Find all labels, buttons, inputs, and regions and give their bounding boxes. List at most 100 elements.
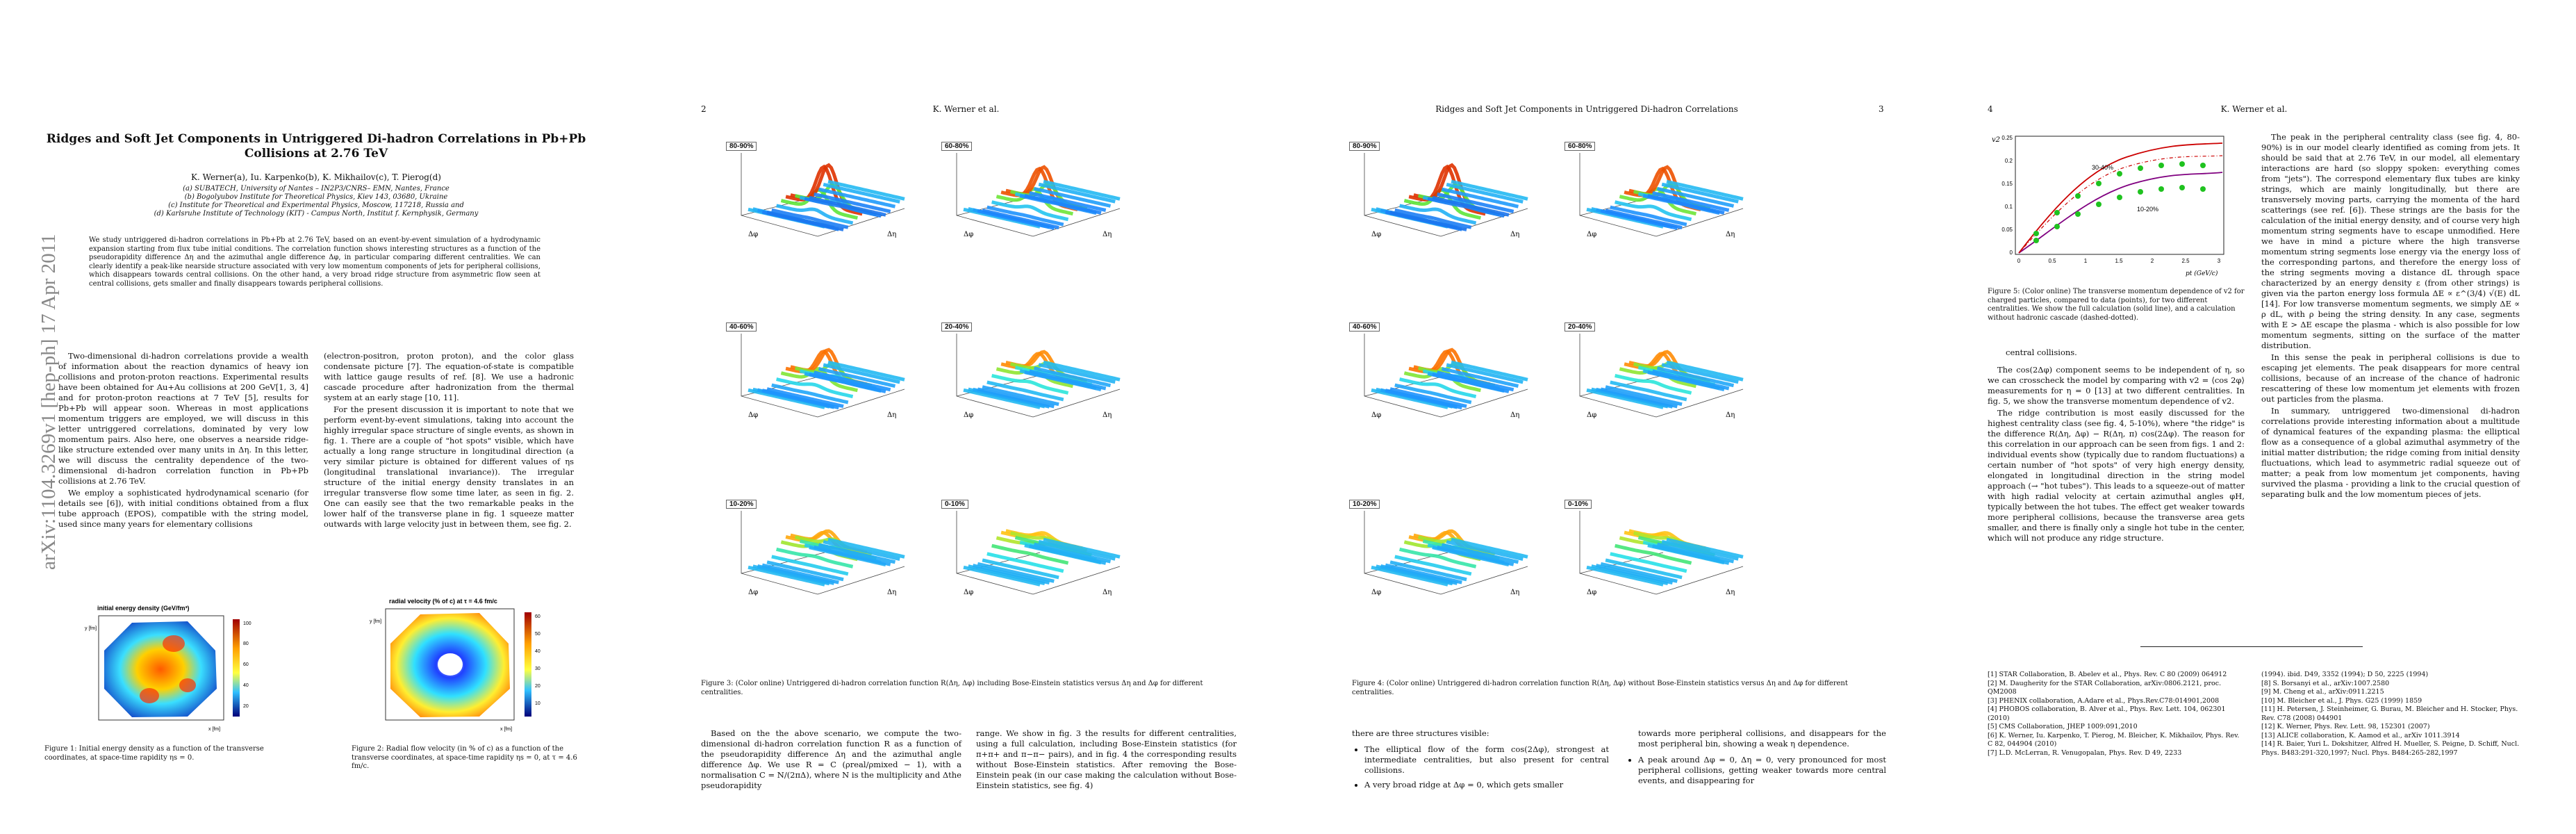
surface-strip	[1033, 186, 1112, 208]
surface-strip	[776, 377, 854, 399]
fig4-caption: Figure 4: (Color online) Untriggered di-…	[1352, 680, 1848, 696]
surface-strip	[766, 560, 844, 582]
p4-para-2: The cos(2Δφ) component seems to be indep…	[1988, 365, 2245, 406]
surface-strip	[982, 208, 1059, 230]
p3-bullet: A very broad ridge at Δφ = 0, which gets…	[1364, 780, 1609, 790]
fig5-ytick: 0.25	[2001, 135, 2013, 141]
fig5-label-10-20: 10-20%	[2137, 206, 2158, 213]
affiliation-a: (a) SUBATECH, University of Nantes – IN2…	[183, 185, 449, 193]
figure-1: initial energy density (GeV/fm³) 100 80 6…	[85, 605, 251, 732]
axis-deta-label: Δη	[887, 589, 896, 596]
fig2-colorbar	[525, 612, 531, 717]
surface-strip	[1446, 540, 1524, 561]
svg-text:100: 100	[243, 621, 251, 626]
surface-strip	[1446, 363, 1524, 384]
p3-col-left: there are three structures visible: The …	[1352, 728, 1609, 794]
reference-item: [12] K. Werner, Phys. Rev. Lett. 98, 152…	[2261, 723, 2430, 730]
svg-text:20: 20	[535, 684, 540, 689]
surface-strip	[1451, 537, 1528, 559]
surface-strip	[1371, 565, 1448, 587]
fig1-caption: Figure 1: Initial energy density as a fu…	[44, 745, 264, 762]
fig4-panel: Δη Δφ 10-20%	[1344, 497, 1538, 601]
fig5-xtick: 1.5	[2115, 258, 2123, 264]
reference-item: [6] K. Werner, Iu. Karpenko, T. Pierog, …	[1988, 731, 2240, 749]
axis-dphi-label: Δφ	[748, 411, 758, 419]
reference-item: [14] R. Baier, Yuri L. Dokshitzer, Alfre…	[2261, 740, 2520, 757]
surface-strip	[1033, 542, 1112, 564]
surface-strip	[776, 204, 854, 225]
p1-col-left: Two-dimensional di-hadron correlations p…	[58, 351, 308, 530]
surface-strip	[761, 389, 839, 410]
surface-strip	[814, 545, 891, 566]
surface-strip	[785, 164, 863, 216]
axis-deta-label: Δη	[1103, 411, 1112, 419]
surface-strip	[1600, 562, 1678, 583]
axis-deta-label: Δη	[1726, 589, 1735, 596]
references-left: [1] STAR Collaboration, B. Abelev et al.…	[1988, 671, 2245, 758]
p4-para-1: central collisions.	[2006, 348, 2077, 357]
affiliation-d: (d) Karlsruhe Institute of Technology (K…	[154, 210, 479, 218]
surface-strip	[986, 552, 1064, 573]
p1-para-1: Two-dimensional di-hadron correlations p…	[58, 351, 308, 486]
figure-5: v2 0.25 0.2 0.15 0.1 0.05 0 0 0.5 1 1.5 2 2.5 3 30-…	[1992, 135, 2224, 277]
surface-strip	[1446, 182, 1524, 204]
fig2-center	[438, 653, 463, 676]
p4-para-5: In this sense the peak in peripheral col…	[2261, 352, 2520, 404]
fig4-panel: Δη Δφ 80-90%	[1344, 139, 1538, 243]
surface-strip	[1394, 555, 1472, 576]
reference-item: [13] ALICE collaboration, K. Aamod et al…	[2261, 731, 2460, 739]
reference-item: [10] M. Bleicher et al., J. Phys. G25 (1…	[2261, 696, 2422, 705]
fig5-yticks: 0.25 0.2 0.15 0.1 0.05 0	[2001, 135, 2013, 256]
surface-strip	[1029, 191, 1107, 212]
fig5-xtick: 3	[2218, 258, 2221, 264]
fig3-caption: Figure 3: (Color online) Untriggered di-…	[701, 680, 1203, 696]
svg-text:40: 40	[243, 683, 249, 688]
page-4: 4 K. Werner et al. v2 0.25 0.2 0.15 0.1 0.05…	[1932, 0, 2576, 834]
surface-strip	[771, 383, 849, 404]
surface-strip	[1038, 539, 1116, 561]
fig4-panel: Δη Δφ 20-40%	[1559, 320, 1753, 424]
surface-strip	[766, 211, 844, 231]
p1-col-right: (electron-positron, proton proton), and …	[324, 351, 574, 530]
p2-col-left: Based on the the above scenario, we comp…	[701, 728, 961, 790]
fig5-curve-30-40	[2018, 142, 2223, 254]
reference-item: [9] M. Cheng et al., arXiv:0911.2215	[2261, 688, 2384, 696]
axis-deta-label: Δη	[1103, 589, 1112, 596]
page-number: 2	[701, 104, 707, 114]
fig3-panel: Δη Δφ 80-90%	[720, 139, 915, 243]
fig5-xlabel: pt (GeV/c)	[2186, 270, 2218, 277]
axis-dphi-label: Δφ	[1587, 231, 1596, 238]
surface-strip	[1610, 380, 1687, 402]
references-divider	[2140, 646, 2363, 647]
fig5-curve-nocascade	[2018, 155, 2223, 254]
fig1-ylabel: y [fm]	[85, 626, 97, 631]
surface-strip	[1432, 373, 1510, 393]
fig5-xtick: 2.5	[2181, 258, 2190, 264]
svg-text:60: 60	[535, 614, 540, 619]
surface-strip	[1661, 363, 1739, 384]
surface-strip	[1394, 383, 1472, 404]
axis-dphi-label: Δφ	[964, 231, 973, 238]
surface-strip	[1385, 389, 1462, 410]
running-head: K. Werner et al.	[2220, 104, 2288, 114]
surface-strip	[982, 385, 1059, 407]
surface-strip	[963, 388, 1041, 409]
svg-text:60: 60	[243, 662, 249, 667]
p1-para-2: We employ a sophisticated hydrodynamical…	[58, 488, 308, 529]
surface-strip	[1605, 385, 1683, 407]
p4-col-left: central collisions. The cos(2Δφ) compone…	[1988, 348, 2245, 543]
svg-text:20: 20	[243, 704, 249, 709]
p3-bullet: The elliptical flow of the form cos(2Δφ)…	[1364, 744, 1609, 776]
page-3: Ridges and Soft Jet Components in Untrig…	[1288, 0, 1932, 834]
surface-strip	[972, 564, 1050, 585]
axis-dphi-label: Δφ	[1587, 411, 1596, 419]
fig5-caption: Figure 5: (Color online) The transverse …	[1988, 288, 2245, 322]
surface-strip	[1437, 192, 1514, 213]
p4-para-3: The ridge contribution is most easily di…	[1988, 408, 2245, 543]
reference-item: (1994). ibid. D49, 3352 (1994); D 50, 22…	[2261, 671, 2429, 678]
surface-strip	[977, 387, 1055, 409]
paper-title: Ridges and Soft Jet Components in Untrig…	[46, 132, 586, 161]
arxiv-id[interactable]: arXiv:1104.3269v1 [hep-ph] 17 Apr 2011	[38, 234, 60, 570]
fig1-scale: 100 80 60 40 20	[243, 621, 251, 709]
surface-strip	[1043, 537, 1121, 559]
